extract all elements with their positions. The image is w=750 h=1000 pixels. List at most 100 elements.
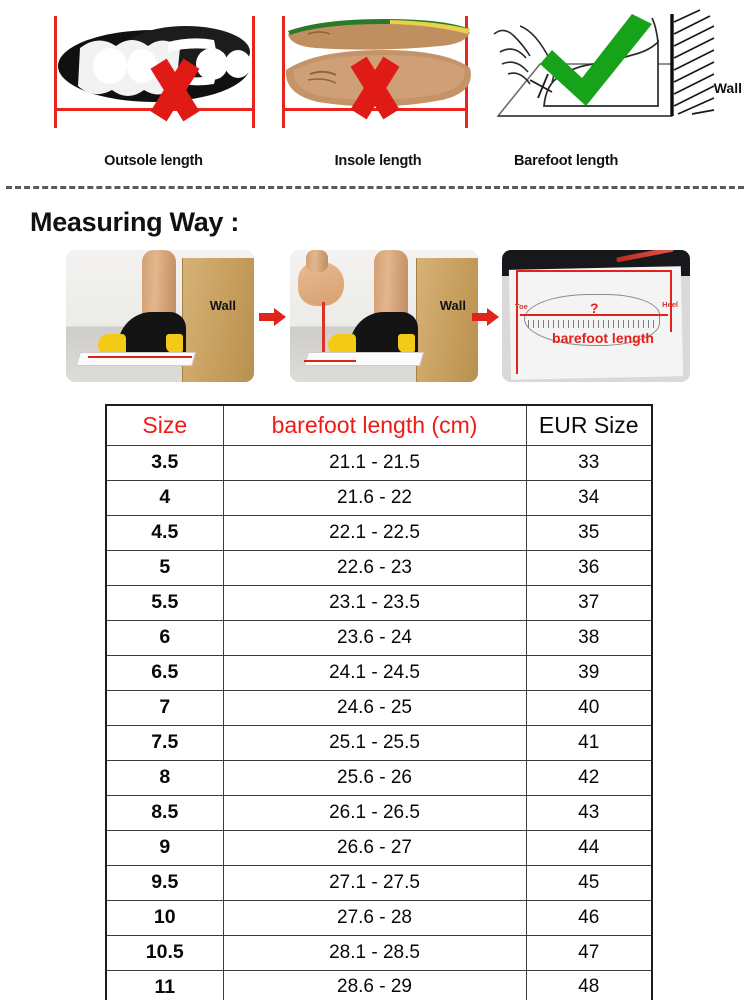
red-left-line	[516, 270, 518, 374]
illustration-caption: Insole length	[334, 153, 422, 169]
cell-eur-size: 45	[525, 864, 653, 901]
cell-eur-size: 37	[525, 584, 653, 621]
bracket-left	[282, 16, 285, 128]
cell-eur-size: 48	[525, 969, 653, 1000]
cell-eur-size: 46	[525, 899, 653, 936]
cell-eur-size: 44	[525, 829, 653, 866]
pencil	[322, 302, 325, 360]
cell-size: 5.5	[105, 584, 224, 621]
cell-barefoot-length: 21.6 - 22	[222, 479, 527, 516]
cell-size: 4	[105, 479, 224, 516]
cell-barefoot-length: 25.6 - 26	[222, 759, 527, 796]
toe-cap	[328, 334, 356, 356]
toe-label: Toe	[515, 302, 528, 311]
toe-cap	[98, 334, 126, 356]
table-row: 8.5 26.1 - 26.5 43	[105, 794, 653, 831]
leg	[374, 250, 408, 320]
cell-eur-size: 42	[525, 759, 653, 796]
shoe-sole-icon	[58, 26, 251, 102]
cell-eur-size: 43	[525, 794, 653, 831]
cell-barefoot-length: 27.1 - 27.5	[222, 864, 527, 901]
cell-size: 4.5	[105, 514, 224, 551]
red-top-line	[516, 270, 672, 272]
illustration-outsole: Outsole length	[36, 8, 271, 173]
cell-size: 7	[105, 689, 224, 726]
bracket-right	[252, 16, 255, 128]
leg	[142, 250, 176, 320]
cell-barefoot-length: 23.1 - 23.5	[222, 584, 527, 621]
table-row: 10 27.6 - 28 46	[105, 899, 653, 936]
red-measure-line	[520, 314, 668, 316]
table-row: 11 28.6 - 29 48	[105, 969, 653, 1000]
cell-size: 11	[105, 969, 224, 1000]
table-row: 5 22.6 - 23 36	[105, 549, 653, 586]
column-header-length: barefoot length (cm)	[222, 404, 527, 446]
cell-barefoot-length: 22.6 - 23	[222, 549, 527, 586]
column-header-eur: EUR Size	[525, 404, 653, 446]
cell-size: 6.5	[105, 654, 224, 691]
cell-barefoot-length: 26.6 - 27	[222, 829, 527, 866]
table-row: 4.5 22.1 - 22.5 35	[105, 514, 653, 551]
table-header: Size barefoot length (cm) EUR Size	[105, 404, 653, 446]
sock	[118, 312, 186, 356]
cell-barefoot-length: 26.1 - 26.5	[222, 794, 527, 831]
illustration-insole: Insole length	[272, 8, 484, 173]
cell-size: 10	[105, 899, 224, 936]
table-row: 8 25.6 - 26 42	[105, 759, 653, 796]
cell-barefoot-length: 27.6 - 28	[222, 899, 527, 936]
comparison-illustrations: Outsole length	[0, 8, 750, 173]
heel-label: Heel	[662, 300, 678, 309]
table-header-row: Size barefoot length (cm) EUR Size	[105, 404, 653, 446]
cell-barefoot-length: 28.6 - 29	[222, 969, 527, 1000]
cell-eur-size: 35	[525, 514, 653, 551]
cell-size: 10.5	[105, 934, 224, 971]
wall-label: Wall	[209, 298, 236, 313]
cell-size: 6	[105, 619, 224, 656]
size-table: Size barefoot length (cm) EUR Size 3.5 21…	[105, 404, 653, 1000]
measuring-steps: Wall Wall	[0, 250, 750, 385]
cell-eur-size: 39	[525, 654, 653, 691]
cell-size: 3.5	[105, 444, 224, 481]
cell-size: 8	[105, 759, 224, 796]
barefoot-length-label: barefoot length	[552, 330, 654, 346]
cell-barefoot-length: 23.6 - 24	[222, 619, 527, 656]
cardboard-wall	[416, 258, 478, 382]
table-row: 9 26.6 - 27 44	[105, 829, 653, 866]
arrow-right-icon	[259, 308, 289, 326]
arrow-right-icon	[472, 308, 502, 326]
wall-label: Wall	[439, 298, 466, 313]
question-mark-label: ?	[590, 300, 599, 316]
paper-sheet	[75, 352, 197, 366]
bracket-left	[54, 16, 57, 128]
sock	[350, 312, 418, 356]
section-divider	[6, 186, 744, 189]
column-header-size: Size	[105, 404, 224, 446]
cell-eur-size: 34	[525, 479, 653, 516]
page-title: Measuring Way :	[30, 207, 240, 237]
table-row: 10.5 28.1 - 28.5 47	[105, 934, 653, 971]
cell-barefoot-length: 25.1 - 25.5	[222, 724, 527, 761]
cell-barefoot-length: 22.1 - 22.5	[222, 514, 527, 551]
illustration-caption: Outsole length	[104, 153, 203, 169]
cell-eur-size: 36	[525, 549, 653, 586]
cell-size: 8.5	[105, 794, 224, 831]
illustration-barefoot: Wall Barefoot length	[486, 8, 746, 173]
table-row: 6 23.6 - 24 38	[105, 619, 653, 656]
table-row: 7.5 25.1 - 25.5 41	[105, 724, 653, 761]
cell-barefoot-length: 21.1 - 21.5	[222, 444, 527, 481]
red-guide-line	[304, 360, 356, 362]
barefoot-artwork: Wall	[486, 8, 746, 136]
table-row: 3.5 21.1 - 21.5 33	[105, 444, 653, 481]
foot-wall-icon	[493, 9, 715, 117]
cell-size: 7.5	[105, 724, 224, 761]
cardboard-wall	[182, 258, 254, 382]
forearm	[306, 250, 328, 272]
cell-barefoot-length: 24.1 - 24.5	[222, 654, 527, 691]
cell-eur-size: 38	[525, 619, 653, 656]
paper-sheet	[303, 352, 425, 366]
table-row: 7 24.6 - 25 40	[105, 689, 653, 726]
table-row: 5.5 23.1 - 23.5 37	[105, 584, 653, 621]
cell-eur-size: 47	[525, 934, 653, 971]
step-photo-1: Wall	[66, 250, 254, 382]
wall-label: Wall	[713, 80, 742, 96]
